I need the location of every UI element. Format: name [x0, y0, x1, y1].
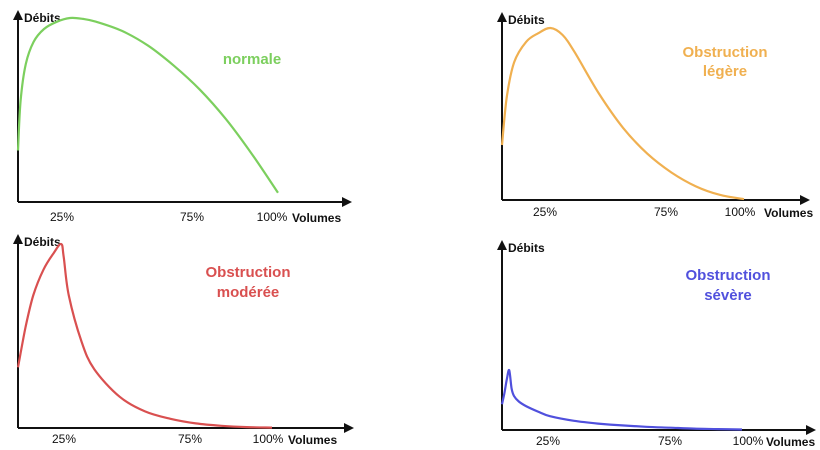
chart-2-title-line: légère [703, 63, 747, 80]
chart-1-series-line [16, 16, 279, 194]
chart-2-series-line [500, 26, 745, 201]
chart-1-title-line: normale [223, 51, 281, 68]
chart-1-y-axis-label: Débits [24, 11, 61, 25]
chart-3-title-line: modérée [217, 284, 280, 301]
chart-1-x-tick-label: 75% [180, 210, 204, 224]
chart-3-y-axis-label: Débits [24, 235, 61, 249]
chart-2-x-axis-label: Volumes [764, 206, 813, 220]
chart-3-title-line: Obstruction [206, 264, 291, 281]
chart-2-y-axis-arrow [497, 12, 507, 22]
chart-4-x-axis-arrow [806, 425, 816, 435]
chart-4-x-tick-label: 75% [658, 434, 682, 448]
chart-3-series-line [16, 242, 273, 429]
chart-3-x-tick-label: 25% [52, 432, 76, 446]
chart-4-y-axis-label: Débits [508, 241, 545, 255]
chart-3-x-axis-arrow [344, 423, 354, 433]
chart-4-x-tick-label: 25% [536, 434, 560, 448]
chart-2-title-line: Obstruction [683, 44, 768, 61]
chart-2-x-axis-arrow [800, 195, 810, 205]
chart-2-y-axis-label: Débits [508, 13, 545, 27]
chart-1-x-axis-label: Volumes [292, 211, 341, 225]
chart-4-x-tick-label: 100% [733, 434, 764, 448]
chart-3-x-axis-label: Volumes [288, 433, 337, 447]
chart-4-y-axis-arrow [497, 240, 507, 250]
chart-2-x-tick-label: 100% [725, 205, 756, 219]
chart-1-x-tick-label: 100% [257, 210, 288, 224]
chart-2-x-tick-label: 75% [654, 205, 678, 219]
chart-2-x-tick-label: 25% [533, 205, 557, 219]
chart-3-x-tick-label: 100% [253, 432, 284, 446]
chart-3-x-tick-label: 75% [178, 432, 202, 446]
chart-4-title-line: Obstruction [686, 267, 771, 284]
chart-4-x-axis-label: Volumes [766, 435, 815, 449]
chart-1-x-axis-arrow [342, 197, 352, 207]
chart-4-title-line: sévère [704, 287, 752, 304]
chart-1-x-tick-label: 25% [50, 210, 74, 224]
chart-4-series-line [500, 368, 743, 431]
chart-3-y-axis-arrow [13, 234, 23, 244]
chart-1-y-axis-arrow [13, 10, 23, 20]
